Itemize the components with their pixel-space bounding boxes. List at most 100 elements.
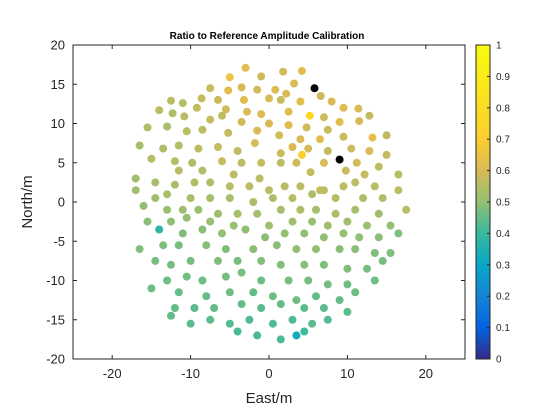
data-point — [198, 125, 207, 134]
data-point — [300, 260, 309, 269]
data-point — [282, 89, 291, 98]
data-point — [360, 170, 369, 179]
data-point — [304, 144, 313, 153]
data-point — [347, 144, 356, 153]
data-point — [265, 221, 273, 230]
y-tick-label: 20 — [51, 38, 65, 53]
data-point — [186, 319, 195, 328]
data-point — [302, 123, 311, 132]
data-point — [229, 170, 238, 179]
data-point — [174, 288, 183, 297]
data-point — [265, 186, 273, 195]
data-point — [297, 66, 306, 75]
data-point — [131, 174, 140, 183]
data-point — [214, 256, 222, 265]
x-tick-label: 20 — [419, 366, 433, 381]
data-point — [239, 95, 248, 104]
data-point — [167, 311, 175, 320]
data-point — [237, 83, 246, 92]
data-point — [272, 241, 281, 250]
data-point — [308, 190, 317, 199]
data-point — [163, 205, 172, 214]
data-point — [167, 96, 175, 105]
data-point — [198, 166, 207, 175]
data-point — [265, 94, 273, 103]
data-point — [245, 315, 254, 324]
data-point — [180, 112, 189, 121]
data-point — [224, 86, 233, 95]
data-point — [382, 150, 391, 159]
y-tick-label: 0 — [58, 195, 65, 210]
data-point — [339, 103, 348, 112]
x-tick-label: -10 — [181, 366, 200, 381]
data-point — [308, 319, 317, 328]
data-point — [243, 107, 251, 116]
data-point — [233, 327, 242, 336]
data-point — [319, 113, 328, 122]
data-point — [163, 190, 172, 199]
data-point — [300, 229, 309, 238]
data-point — [308, 217, 317, 226]
data-point — [135, 141, 144, 150]
data-point — [284, 121, 293, 130]
data-point — [163, 276, 172, 285]
data-point — [253, 85, 262, 94]
plot-area — [72, 44, 466, 360]
data-point — [279, 67, 288, 76]
data-point — [188, 158, 197, 167]
colorbar-tick-label: 0.1 — [496, 323, 510, 334]
data-point — [323, 147, 332, 155]
data-point — [355, 117, 364, 126]
data-point — [276, 300, 285, 309]
data-point — [182, 213, 191, 222]
data-point — [214, 209, 222, 218]
data-point — [296, 135, 305, 144]
data-point — [229, 221, 238, 230]
data-point — [237, 158, 246, 167]
data-point — [335, 117, 344, 126]
data-point — [394, 170, 403, 179]
data-point — [257, 256, 266, 265]
data-point — [167, 217, 175, 226]
chart-title: Ratio to Reference Amplitude Calibration — [170, 31, 365, 42]
data-point — [192, 103, 201, 112]
data-point — [271, 85, 280, 94]
data-point — [323, 280, 332, 289]
data-point — [214, 143, 222, 151]
x-tick-label: -20 — [103, 366, 122, 381]
data-point — [284, 107, 293, 116]
data-point — [268, 292, 277, 301]
x-axis-label: East/m — [246, 390, 293, 407]
data-point — [257, 110, 266, 119]
y-tick-label: -10 — [46, 273, 65, 288]
data-point — [335, 296, 344, 305]
data-point — [174, 141, 183, 150]
data-point — [276, 260, 285, 269]
data-point — [206, 315, 215, 324]
data-point — [323, 125, 332, 134]
data-point — [306, 168, 315, 177]
colorbar-tick-label: 0 — [496, 355, 502, 366]
data-point — [225, 288, 234, 297]
data-point — [331, 194, 340, 203]
data-point — [225, 194, 234, 203]
data-point — [168, 109, 177, 118]
data-point — [206, 178, 215, 187]
data-point — [198, 225, 207, 234]
data-point — [312, 245, 320, 254]
data-point — [378, 194, 387, 203]
data-point — [221, 105, 230, 114]
data-point — [218, 157, 226, 166]
data-point — [155, 106, 164, 115]
data-point — [365, 111, 374, 120]
data-point — [265, 119, 273, 128]
data-point — [170, 304, 179, 312]
data-point — [300, 327, 309, 336]
data-point — [206, 84, 215, 93]
data-point — [378, 256, 387, 265]
data-point — [257, 304, 266, 312]
data-point — [319, 260, 328, 269]
data-point — [280, 182, 289, 191]
data-point — [339, 132, 348, 141]
data-point — [368, 133, 377, 142]
